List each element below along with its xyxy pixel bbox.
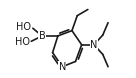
Text: HO: HO (16, 22, 31, 32)
Text: N: N (90, 40, 98, 50)
Text: B: B (39, 31, 45, 41)
Text: N: N (59, 62, 66, 72)
Text: HO: HO (15, 37, 30, 47)
